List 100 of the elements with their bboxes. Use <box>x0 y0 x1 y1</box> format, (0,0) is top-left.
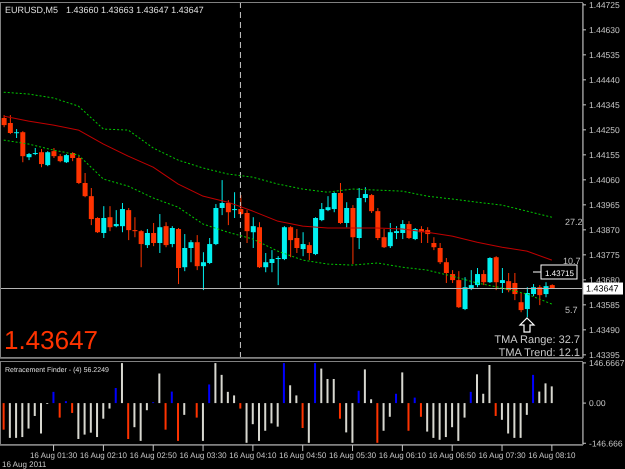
bar <box>2 403 5 430</box>
candlestick <box>300 232 306 257</box>
annotation: TMA Trend: 12.1 <box>498 347 580 359</box>
ref-line-label: 1.43647 <box>586 284 619 294</box>
bar <box>196 403 198 418</box>
candlestick <box>412 228 418 241</box>
annotation: 10.7 <box>563 256 581 266</box>
bar <box>470 392 472 404</box>
candlestick <box>220 180 225 216</box>
bar <box>146 403 148 410</box>
x-tick-label: 16 Aug 06:50 <box>428 451 476 460</box>
y-tick-label: 146.6667 <box>589 358 625 368</box>
bar <box>170 392 173 404</box>
y-tick-label: 0.00 <box>589 398 606 408</box>
x-tick-label: 16 Aug 08:10 <box>528 451 576 460</box>
bar <box>8 403 11 438</box>
annotation: 1.43647 <box>4 325 98 355</box>
y-tick-label: 1.44630 <box>589 24 620 35</box>
annotation: 5.7 <box>565 305 578 315</box>
bar <box>407 403 410 431</box>
bar <box>295 395 298 404</box>
bar <box>457 403 460 441</box>
bar <box>226 392 229 404</box>
y-tick-label: 1.43870 <box>589 224 620 235</box>
x-tick-label: 16 Aug 02:10 <box>80 451 128 460</box>
bar <box>395 394 398 404</box>
bar <box>532 374 534 404</box>
bar <box>158 374 160 404</box>
candlestick <box>518 292 524 313</box>
y-tick-label: 1.44155 <box>589 150 620 160</box>
y-tick-label: 1.43775 <box>589 250 620 260</box>
candlestick <box>138 230 144 268</box>
candlestick <box>431 236 436 251</box>
bar <box>332 378 335 404</box>
candlestick <box>226 200 231 226</box>
bar <box>358 390 360 404</box>
y-tick-label: 1.44060 <box>589 174 620 185</box>
x-tick-label: 16 Aug 05:30 <box>328 451 377 460</box>
chart-subtitle: 1.43660 1.43663 1.43647 1.43647 <box>66 5 204 15</box>
bar <box>338 403 341 419</box>
candlestick <box>444 258 449 284</box>
bar <box>77 403 80 439</box>
candlestick <box>500 268 505 294</box>
candlestick <box>157 214 162 254</box>
annotation: TMA Range: 32.7 <box>494 334 580 346</box>
x-tick-label: 16 Aug 04:10 <box>229 451 278 460</box>
text: 16 Aug 2011 <box>2 460 47 469</box>
candlestick <box>438 242 443 265</box>
candlestick <box>306 242 312 261</box>
bar <box>302 403 304 428</box>
candlestick <box>250 216 256 248</box>
bar <box>108 403 111 409</box>
y-tick-label: 1.44440 <box>589 74 620 85</box>
bar <box>34 403 36 416</box>
bar <box>233 395 236 404</box>
bar <box>127 403 130 439</box>
bar <box>258 403 260 441</box>
candlestick <box>51 148 56 158</box>
bar <box>382 403 385 431</box>
bar <box>214 363 216 404</box>
bar <box>28 403 30 429</box>
bar <box>376 403 378 443</box>
bar <box>364 369 366 404</box>
y-tick-label: 1.44250 <box>589 124 620 135</box>
bar <box>314 363 316 404</box>
bar <box>326 378 329 404</box>
bar <box>164 403 167 430</box>
y-tick-label: 1.43680 <box>589 274 620 285</box>
bar <box>544 383 547 404</box>
candlestick <box>82 172 88 198</box>
bar <box>444 403 447 438</box>
bar <box>120 363 123 404</box>
bar <box>388 403 391 417</box>
candlestick <box>126 208 132 241</box>
candlestick <box>38 148 44 168</box>
bar <box>40 403 42 434</box>
candlestick <box>108 206 113 232</box>
bar <box>71 403 74 413</box>
bar <box>538 392 540 404</box>
bar <box>494 403 497 416</box>
bar <box>252 403 254 424</box>
bar <box>550 386 553 404</box>
candlestick <box>164 222 169 248</box>
bar <box>451 403 454 428</box>
bar <box>351 403 354 443</box>
bar <box>90 403 92 433</box>
y-tick-label: 1.44725 <box>589 0 620 10</box>
candlestick <box>475 268 480 288</box>
bar <box>102 403 104 419</box>
bar <box>464 403 466 418</box>
bar <box>58 403 61 418</box>
bar <box>345 403 348 432</box>
bar <box>500 403 503 420</box>
y-tick-label: 1.43490 <box>589 324 620 335</box>
candlestick <box>232 192 238 218</box>
candlestick <box>45 150 50 167</box>
y-tick-label: 1.43585 <box>589 300 620 310</box>
y-tick-label: 1.44345 <box>589 100 620 110</box>
x-tick-label: 16 Aug 03:30 <box>179 451 228 460</box>
bar <box>96 403 98 438</box>
